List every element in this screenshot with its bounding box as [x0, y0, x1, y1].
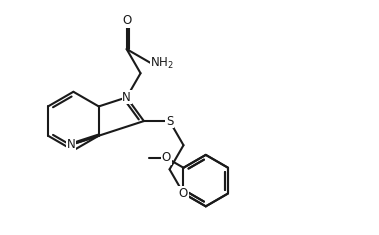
- Text: N: N: [122, 91, 131, 104]
- Text: N: N: [67, 138, 75, 151]
- Text: O: O: [162, 151, 171, 164]
- Text: O: O: [122, 14, 131, 27]
- Text: NH$_2$: NH$_2$: [150, 55, 174, 70]
- Text: S: S: [166, 115, 173, 128]
- Text: O: O: [179, 187, 188, 200]
